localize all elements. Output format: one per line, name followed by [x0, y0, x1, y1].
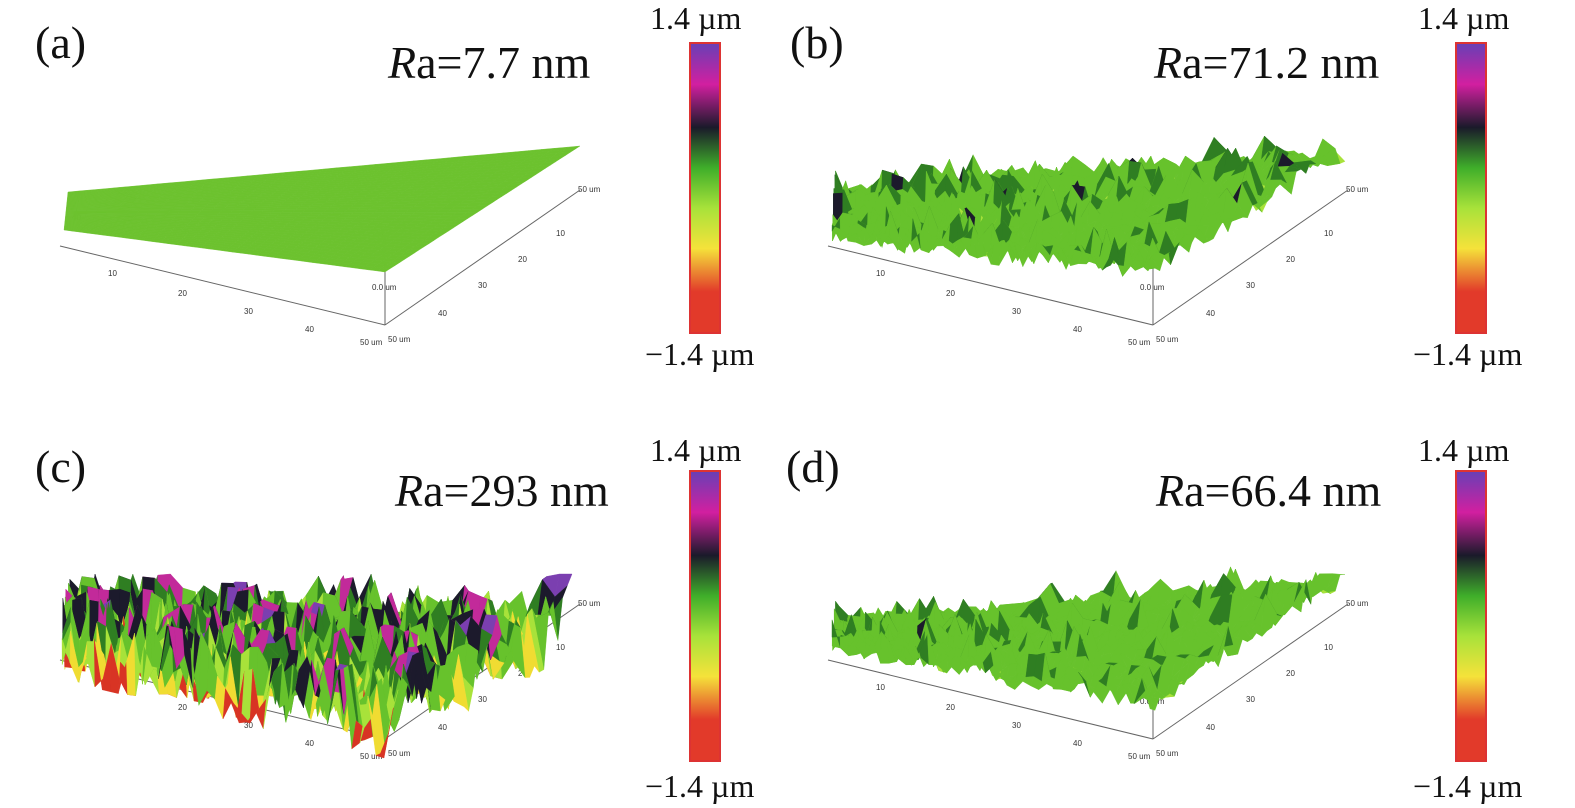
surface-mesh — [61, 573, 573, 759]
colorbar — [689, 470, 721, 762]
axis-tick-label: 50 um — [360, 338, 383, 347]
axis-tick-label: 30 — [1246, 281, 1255, 290]
axis-tick-label: 20 — [178, 703, 187, 712]
axis-tick-label: 50 um — [1128, 752, 1151, 761]
ra-value: a=71.2 nm — [1182, 37, 1380, 88]
ra-italic-r: R — [395, 465, 424, 516]
axis-tick-label: 10 — [556, 643, 565, 652]
roughness-label: Ra=71.2 nm — [1154, 40, 1379, 86]
axis-tick-label: 50 um — [1156, 335, 1179, 344]
colorbar-min-label: −1.4 µm — [645, 768, 755, 804]
panel-label: (a) — [35, 17, 87, 68]
axis-tick-label: 50 um — [1156, 749, 1179, 758]
surface-mesh — [63, 145, 581, 273]
axis-tick-label: 20 — [1286, 255, 1295, 264]
axis-tick-label: 40 — [1206, 723, 1215, 732]
surface-mesh — [831, 566, 1346, 711]
axis-tick-label: 20 — [946, 289, 955, 298]
axis-tick-label: 30 — [1012, 307, 1021, 316]
colorbar — [689, 42, 721, 334]
colorbar — [1455, 42, 1487, 334]
axis-tick-label: 40 — [305, 739, 314, 748]
axis-tick-label: 50 um — [1346, 185, 1369, 194]
panel-label: (c) — [35, 441, 87, 492]
axis-tick-label: 30 — [1246, 695, 1255, 704]
axis-tick-label: 50 um — [578, 599, 601, 608]
surface-mesh — [831, 135, 1346, 277]
roughness-label: Ra=293 nm — [395, 468, 609, 514]
axis-tick-label: 10 — [876, 683, 885, 692]
axis-tick-label: 20 — [1286, 669, 1295, 678]
panel-label: (d) — [786, 441, 840, 492]
roughness-label: Ra=7.7 nm — [388, 40, 590, 86]
axis-tick-label: 0.0 um — [372, 283, 397, 292]
axis-tick-label: 50 um — [388, 749, 411, 758]
axis-tick-label: 50 um — [1128, 338, 1151, 347]
axis-tick-label: 0.0 um — [1140, 283, 1165, 292]
colorbar-max-label: 1.4 µm — [1418, 432, 1510, 468]
axis-tick-label: 20 — [178, 289, 187, 298]
axis-tick-label: 50 um — [1346, 599, 1369, 608]
colorbar-max-label: 1.4 µm — [650, 432, 742, 468]
axis-tick-label: 40 — [438, 723, 447, 732]
axis-tick-label: 30 — [478, 695, 487, 704]
ra-italic-r: R — [1154, 37, 1183, 88]
axis-tick-label: 20 — [518, 255, 527, 264]
colorbar-min-label: −1.4 µm — [1413, 768, 1523, 804]
colorbar-max-label: 1.4 µm — [1418, 0, 1510, 36]
axis-tick-label: 10 — [556, 229, 565, 238]
colorbar-min-label: −1.4 µm — [1413, 336, 1523, 372]
colorbar-max-label: 1.4 µm — [650, 0, 742, 36]
axis-tick-label: 10 — [1324, 643, 1333, 652]
axis-tick-label: 20 — [946, 703, 955, 712]
ra-value: a=293 nm — [423, 465, 609, 516]
axis-tick-label: 10 — [876, 269, 885, 278]
roughness-label: Ra=66.4 nm — [1156, 468, 1381, 514]
axis-tick-label: 30 — [1012, 721, 1021, 730]
axis-tick-label: 30 — [478, 281, 487, 290]
axis-tick-label: 40 — [1206, 309, 1215, 318]
axis-tick-label: 50 um — [578, 185, 601, 194]
axis-tick-label: 40 — [438, 309, 447, 318]
panel-label: (b) — [790, 17, 844, 68]
colorbar-min-label: −1.4 µm — [645, 336, 755, 372]
axis-tick-label: 30 — [244, 307, 253, 316]
axis-tick-label: 40 — [1073, 325, 1082, 334]
ra-italic-r: R — [388, 37, 417, 88]
ra-value: a=7.7 nm — [416, 37, 591, 88]
axis-tick-label: 40 — [305, 325, 314, 334]
axis-tick-label: 30 — [244, 721, 253, 730]
axis-tick-label: 10 — [108, 269, 117, 278]
colorbar — [1455, 470, 1487, 762]
axis-tick-label: 40 — [1073, 739, 1082, 748]
axis-tick-label: 10 — [1324, 229, 1333, 238]
axis-tick-label: 50 um — [388, 335, 411, 344]
ra-value: a=66.4 nm — [1184, 465, 1382, 516]
ra-italic-r: R — [1156, 465, 1185, 516]
axis-tick-label: 50 um — [360, 752, 383, 761]
